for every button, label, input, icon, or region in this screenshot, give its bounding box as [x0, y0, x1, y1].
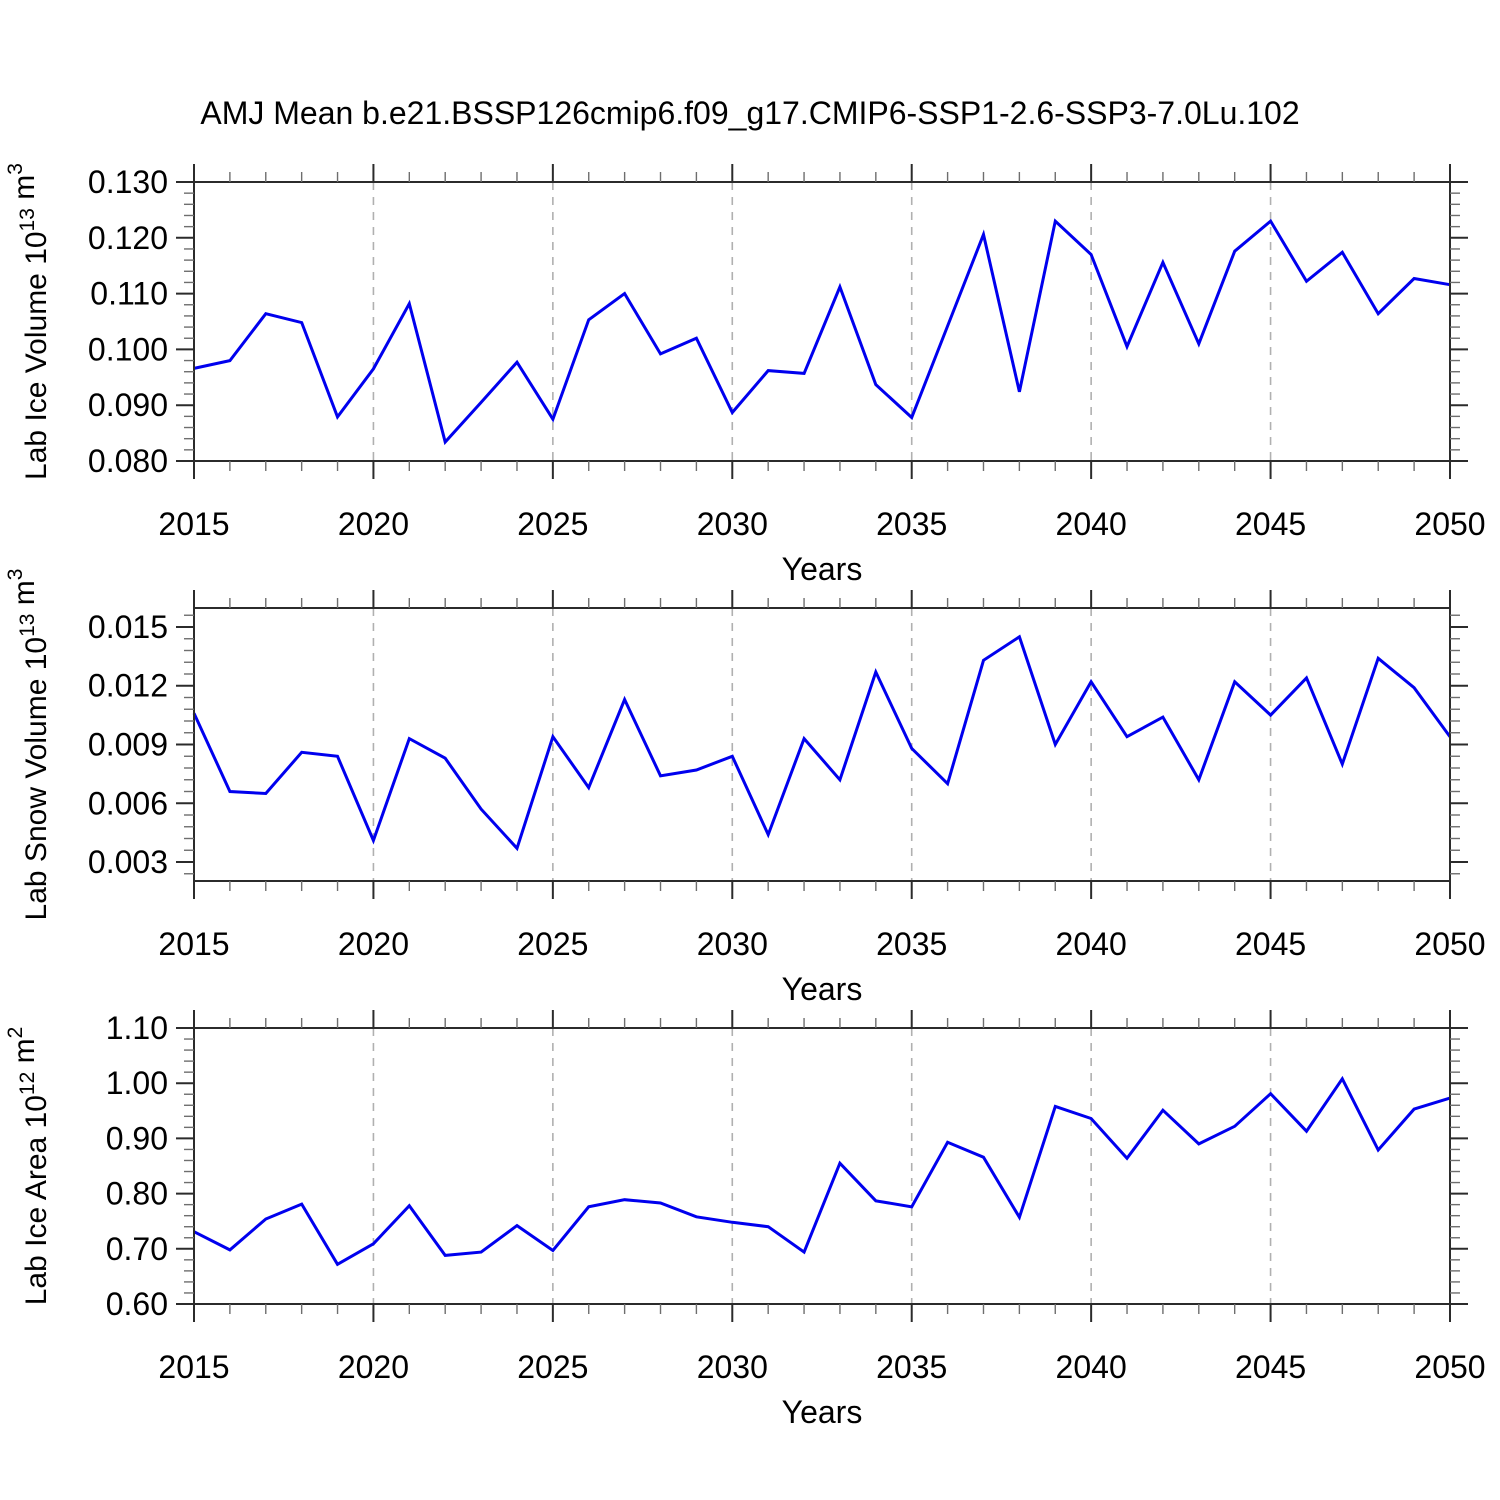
y-tick-label: 0.70 — [106, 1231, 168, 1267]
y-tick-label: 0.90 — [106, 1120, 168, 1156]
y-axis-title: Lab Ice Volume 1013 m3 — [4, 163, 53, 480]
axis-ticks — [176, 1010, 1468, 1322]
x-axis-title: Years — [782, 971, 863, 1007]
data-series-line — [192, 634, 1452, 852]
y-axis-title: Lab Ice Area 1012 m2 — [4, 1027, 53, 1306]
y-tick-label: 0.80 — [106, 1176, 168, 1212]
x-tick-label: 2045 — [1235, 926, 1306, 962]
x-tick-label: 2030 — [697, 926, 768, 962]
y-tick-labels: 0.003 0.006 0.009 0.012 0.015 — [88, 609, 168, 880]
x-tick-label: 2025 — [517, 926, 588, 962]
x-tick-label: 2040 — [1056, 506, 1127, 542]
y-tick-label: 1.00 — [106, 1065, 168, 1101]
y-tick-label: 1.10 — [106, 1010, 168, 1046]
grid-lines — [372, 608, 1272, 881]
chart-title: AMJ Mean b.e21.BSSP126cmip6.f09_g17.CMIP… — [200, 95, 1300, 131]
x-tick-label: 2020 — [338, 506, 409, 542]
y-axis-title: Lab Snow Volume 1013 m3 — [4, 569, 53, 921]
y-tick-labels: 0.080 0.090 0.100 0.110 0.120 0.130 — [88, 164, 168, 479]
data-series-line — [193, 218, 1451, 446]
panel-frame — [193, 181, 1451, 462]
x-tick-labels: 2015 2020 2025 2030 2035 2040 2045 2050 — [158, 926, 1485, 962]
data-series-line — [193, 1075, 1451, 1267]
x-tick-label: 2035 — [876, 1349, 947, 1385]
x-tick-label: 2015 — [158, 506, 229, 542]
x-tick-labels: 2015 2020 2025 2030 2035 2040 2045 2050 — [158, 506, 1485, 542]
y-tick-label: 0.003 — [88, 844, 168, 880]
y-tick-label: 0.080 — [88, 443, 168, 479]
y-tick-label: 0.009 — [88, 727, 168, 763]
x-tick-label: 2050 — [1414, 506, 1485, 542]
y-tick-label: 0.015 — [88, 609, 168, 645]
y-tick-label: 0.60 — [106, 1286, 168, 1322]
x-tick-label: 2040 — [1056, 1349, 1127, 1385]
panel-lab-ice-area: 0.60 0.70 0.80 0.90 1.00 1.10 2015 2020 2025 2030… — [4, 1010, 1486, 1430]
x-axis-title: Years — [782, 1394, 863, 1430]
x-tick-label: 2035 — [876, 926, 947, 962]
x-tick-label: 2035 — [876, 506, 947, 542]
x-axis-title: Years — [782, 551, 863, 587]
y-tick-label: 0.100 — [88, 331, 168, 367]
x-tick-label: 2015 — [158, 926, 229, 962]
y-tick-label: 0.006 — [88, 785, 168, 821]
x-tick-label: 2020 — [338, 1349, 409, 1385]
x-tick-label: 2050 — [1414, 926, 1485, 962]
x-tick-label: 2040 — [1056, 926, 1127, 962]
panel-lab-snow-volume: 0.003 0.006 0.009 0.012 0.015 2015 2020 2025 203… — [4, 569, 1486, 1007]
x-tick-label: 2025 — [517, 1349, 588, 1385]
y-tick-label: 0.012 — [88, 668, 168, 704]
axis-ticks — [176, 164, 1468, 479]
grid-lines — [372, 1028, 1272, 1304]
y-tick-labels: 0.60 0.70 0.80 0.90 1.00 1.10 — [106, 1010, 168, 1322]
x-tick-label: 2045 — [1235, 1349, 1306, 1385]
panel-frame — [193, 1027, 1451, 1305]
y-tick-label: 0.090 — [88, 387, 168, 423]
axis-ticks — [176, 590, 1468, 899]
y-tick-label: 0.110 — [90, 276, 168, 312]
x-tick-label: 2020 — [338, 926, 409, 962]
y-tick-label: 0.120 — [88, 220, 168, 256]
x-tick-label: 2050 — [1414, 1349, 1485, 1385]
y-tick-label: 0.130 — [88, 164, 168, 200]
x-tick-label: 2015 — [158, 1349, 229, 1385]
x-tick-label: 2030 — [697, 1349, 768, 1385]
panel-frame — [193, 607, 1451, 882]
x-tick-label: 2045 — [1235, 506, 1306, 542]
x-tick-label: 2025 — [517, 506, 588, 542]
x-tick-label: 2030 — [697, 506, 768, 542]
x-tick-labels: 2015 2020 2025 2030 2035 2040 2045 2050 — [158, 1349, 1485, 1385]
grid-lines — [372, 182, 1272, 461]
